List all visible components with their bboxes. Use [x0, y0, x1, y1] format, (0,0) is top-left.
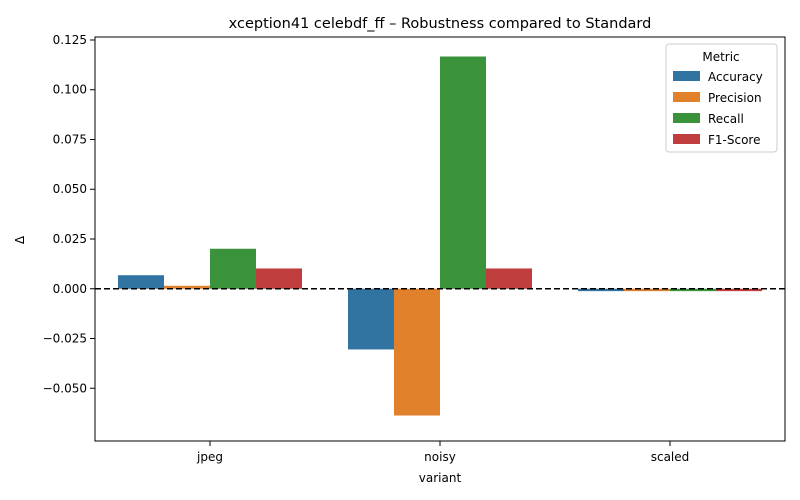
- y-tick-label: −0.025: [43, 332, 87, 346]
- legend: Metric Accuracy Precision Recall F1-Score: [665, 43, 778, 153]
- bar-f1-score-scaled: [716, 288, 762, 292]
- y-tick-label: 0.100: [53, 83, 87, 97]
- y-ticks: −0.050 −0.025 0.000 0.025 0.050 0.075 0.100 0.1…: [43, 33, 95, 395]
- y-tick-label: 0.125: [53, 33, 87, 47]
- legend-label-f1-score: F1-Score: [708, 133, 760, 147]
- bar-accuracy-scaled: [578, 288, 624, 292]
- bars-layer: [118, 56, 762, 416]
- legend-label-accuracy: Accuracy: [708, 70, 763, 84]
- bar-f1-score-noisy: [486, 268, 532, 289]
- y-tick-label: 0.075: [53, 132, 87, 146]
- legend-title: Metric: [702, 50, 739, 64]
- legend-label-recall: Recall: [708, 112, 744, 126]
- y-axis-label: Δ: [13, 235, 27, 244]
- y-tick-label: 0.050: [53, 182, 87, 196]
- legend-swatch-accuracy: [673, 71, 700, 81]
- legend-swatch-precision: [673, 92, 700, 102]
- y-tick-label: −0.050: [43, 381, 87, 395]
- x-ticks: jpeg noisy scaled: [196, 441, 689, 464]
- chart-title: xception41 celebdf_ff – Robustness compa…: [229, 16, 652, 32]
- x-tick-label-jpeg: jpeg: [196, 450, 223, 464]
- x-axis-label: variant: [419, 471, 462, 485]
- bar-accuracy-jpeg: [118, 275, 164, 289]
- bar-recall-jpeg: [210, 248, 256, 289]
- plot-frame: [94, 36, 786, 442]
- bar-f1-score-jpeg: [256, 268, 302, 289]
- x-tick-label-noisy: noisy: [424, 450, 456, 464]
- legend-label-precision: Precision: [708, 91, 762, 105]
- bar-recall-noisy: [440, 56, 486, 289]
- bar-precision-jpeg: [164, 285, 210, 289]
- bar-accuracy-noisy: [348, 288, 394, 350]
- bar-recall-scaled: [670, 288, 716, 292]
- legend-swatch-recall: [673, 113, 700, 123]
- x-tick-label-scaled: scaled: [651, 450, 690, 464]
- y-tick-label: 0.025: [53, 232, 87, 246]
- y-tick-label: 0.000: [53, 282, 87, 296]
- bar-precision-noisy: [394, 288, 440, 416]
- legend-swatch-f1-score: [673, 134, 700, 144]
- bar-precision-scaled: [624, 288, 670, 292]
